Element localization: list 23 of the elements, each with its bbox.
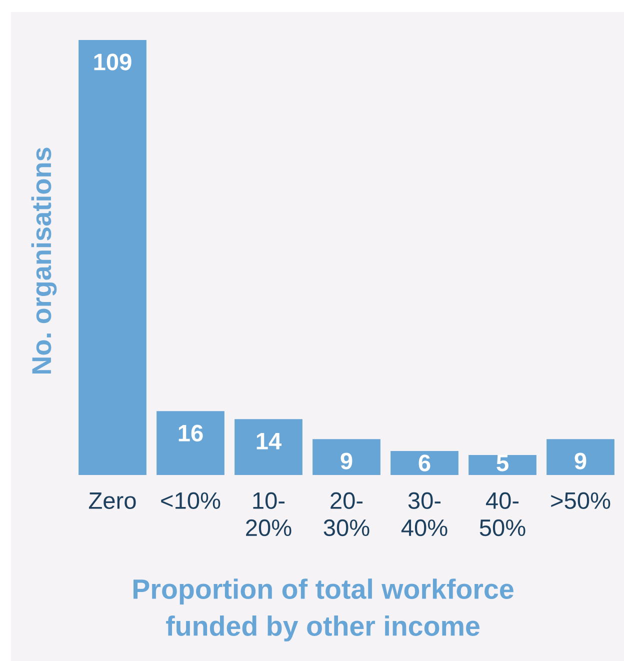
x-tick-label: <10%: [161, 492, 220, 510]
data-label: 9: [574, 452, 586, 470]
x-tick-label: 10- 20%: [246, 492, 292, 536]
data-label: 14: [256, 432, 282, 450]
bar: [390, 451, 458, 475]
bar: [156, 411, 224, 475]
data-label: 16: [178, 424, 203, 442]
data-label: 109: [94, 54, 132, 70]
x-tick-label: 20- 30%: [324, 492, 370, 536]
bar: [234, 419, 302, 475]
bar: [312, 439, 380, 475]
bar: [546, 439, 614, 475]
data-label: 5: [496, 454, 508, 472]
bar: [468, 455, 536, 475]
x-tick-label: Zero: [88, 492, 136, 510]
x-tick-label: >50%: [551, 492, 610, 510]
data-label: 6: [418, 454, 430, 472]
data-label: 9: [340, 452, 352, 470]
x-axis-title: Proportion of total workforce funded by other income: [134, 578, 514, 642]
x-tick-label: 30- 40%: [401, 492, 448, 536]
bar: [78, 40, 146, 475]
x-tick-label: 40- 50%: [480, 492, 526, 536]
y-axis-title: No. organisations: [31, 148, 57, 374]
